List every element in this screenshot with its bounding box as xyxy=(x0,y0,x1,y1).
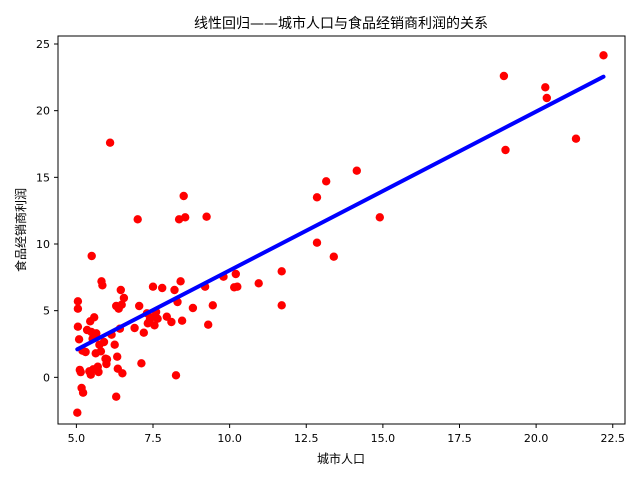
scatter-point-57 xyxy=(153,314,162,323)
scatter-point-77 xyxy=(233,282,242,291)
y-tick-label-4: 20 xyxy=(36,105,50,118)
scatter-points xyxy=(73,51,608,417)
y-axis-ticks: 0 5 10 15 20 25 xyxy=(36,38,58,384)
scatter-point-86 xyxy=(375,213,384,222)
scatter-point-34 xyxy=(110,340,119,349)
scatter-point-46 xyxy=(133,215,142,224)
scatter-point-37 xyxy=(113,352,122,361)
scatter-point-25 xyxy=(96,347,106,356)
x-tick-label-4: 15.0 xyxy=(371,432,396,445)
scatter-point-87 xyxy=(499,71,509,81)
scatter-point-67 xyxy=(179,191,188,201)
y-tick-label-2: 10 xyxy=(36,238,50,251)
scatter-point-79 xyxy=(277,267,286,276)
scatter-point-62 xyxy=(171,371,181,380)
y-axis-label: 食品经销商利润 xyxy=(13,188,28,272)
y-tick-label-5: 25 xyxy=(36,38,50,51)
scatter-point-69 xyxy=(188,303,198,313)
scatter-point-6 xyxy=(76,367,85,377)
scatter-point-60 xyxy=(167,317,176,327)
x-tick-label-5: 17.5 xyxy=(447,432,472,445)
scatter-point-91 xyxy=(571,134,581,143)
scatter-point-72 xyxy=(204,320,213,329)
scatter-point-88 xyxy=(501,145,510,155)
plot-area-frame xyxy=(57,35,626,425)
scatter-point-19 xyxy=(90,313,99,322)
x-axis-label: 城市人口 xyxy=(317,451,365,466)
scatter-point-84 xyxy=(329,252,338,261)
y-tick-label-3: 15 xyxy=(36,171,50,184)
scatter-point-3 xyxy=(73,304,83,313)
x-tick-label-3: 12.5 xyxy=(294,432,319,445)
scatter-point-28 xyxy=(99,337,109,347)
scatter-point-9 xyxy=(78,388,88,397)
x-tick-label-0: 5.0 xyxy=(68,432,86,445)
scatter-point-27 xyxy=(98,281,107,290)
scatter-point-83 xyxy=(322,177,331,186)
scatter-point-66 xyxy=(177,316,187,325)
x-axis-ticks: 5.0 7.5 10.0 12.5 15.0 17.5 20.0 22.5 xyxy=(68,424,625,445)
regression-line xyxy=(75,74,606,352)
scatter-point-90 xyxy=(542,93,551,103)
scatter-point-45 xyxy=(130,323,139,333)
scatter-point-61 xyxy=(170,285,179,295)
chart-title: 线性回归——城市人口与食品经销商利润的关系 xyxy=(194,15,488,32)
scatter-point-49 xyxy=(139,328,148,337)
x-tick-label-7: 22.5 xyxy=(600,432,625,445)
scatter-point-32 xyxy=(105,138,115,147)
scatter-point-80 xyxy=(277,301,286,310)
scatter-point-54 xyxy=(148,282,158,291)
y-tick-label-1: 5 xyxy=(43,305,50,318)
scatter-point-16 xyxy=(87,251,96,261)
scatter-point-65 xyxy=(176,277,185,286)
scatter-point-89 xyxy=(541,83,550,92)
scatter-point-36 xyxy=(112,392,121,401)
x-tick-label-2: 10.0 xyxy=(217,432,242,445)
scatter-point-4 xyxy=(74,335,84,344)
scatter-point-55 xyxy=(150,321,159,330)
scatter-point-47 xyxy=(135,301,144,311)
scatter-point-31 xyxy=(102,355,112,364)
scatter-point-1 xyxy=(73,322,83,331)
scatter-point-23 xyxy=(94,367,103,377)
scatter-point-41 xyxy=(116,285,126,295)
scatter-point-78 xyxy=(254,279,263,288)
scatter-point-58 xyxy=(158,283,167,293)
scatter-point-42 xyxy=(117,300,126,309)
regression-line-layer xyxy=(75,74,606,352)
scatter-point-68 xyxy=(181,213,190,222)
scatter-point-82 xyxy=(312,238,322,247)
scatter-point-81 xyxy=(312,193,322,202)
scatter-point-92 xyxy=(599,51,608,60)
scatter-point-71 xyxy=(202,212,211,221)
scatter-point-44 xyxy=(119,293,129,303)
x-tick-label-1: 7.5 xyxy=(144,432,162,445)
scatter-point-10 xyxy=(81,347,90,357)
y-tick-label-0: 0 xyxy=(43,371,50,384)
scatter-point-73 xyxy=(208,301,217,310)
scatter-point-21 xyxy=(92,329,101,338)
scatter-point-0 xyxy=(73,408,82,417)
scatter-point-85 xyxy=(352,166,361,175)
x-tick-label-6: 20.0 xyxy=(524,432,549,445)
scatter-point-43 xyxy=(118,369,127,378)
scatter-point-48 xyxy=(137,359,146,368)
scatter-point-76 xyxy=(231,269,240,279)
scatter-point-2 xyxy=(73,297,83,306)
